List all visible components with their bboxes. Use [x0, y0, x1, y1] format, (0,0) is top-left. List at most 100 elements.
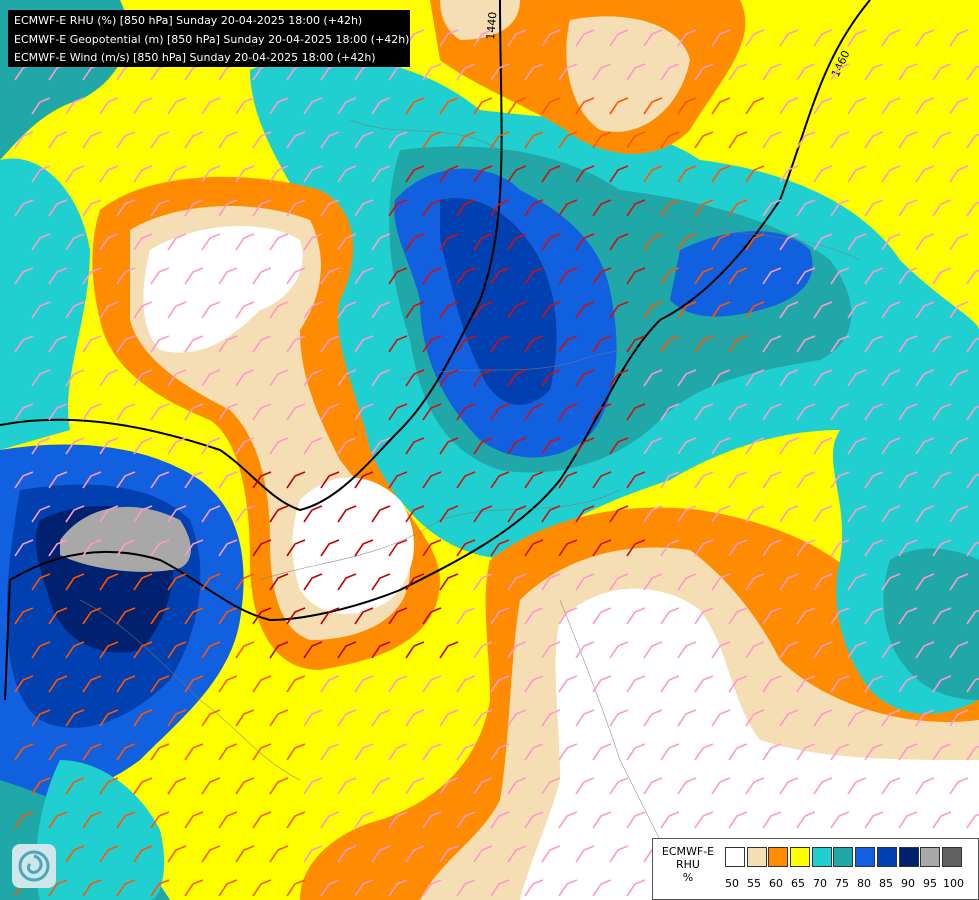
wind-barb: [371, 777, 391, 795]
wind-barb: [575, 29, 595, 47]
wind-barb: [48, 403, 68, 421]
wind-barb: [745, 29, 765, 47]
wind-barb: [949, 97, 969, 115]
wind-barb: [813, 709, 833, 727]
wind-barb: [473, 845, 493, 863]
legend-title-unit: %: [682, 871, 694, 884]
wind-barb: [779, 505, 799, 523]
wind-barb: [422, 63, 442, 81]
wind-barb: [82, 335, 102, 353]
wind-barb: [779, 777, 799, 795]
wind-barb: [133, 437, 153, 455]
wind-barb: [235, 641, 255, 659]
wind-barb: [456, 675, 476, 693]
wind-barb: [456, 879, 476, 897]
wind-barb: [99, 97, 119, 115]
wind-barb: [150, 879, 170, 897]
wind-barb: [694, 539, 714, 557]
wind-barb: [541, 233, 561, 251]
wind-barb: [728, 743, 748, 761]
wind-barb: [507, 777, 527, 795]
wind-barb: [762, 403, 782, 421]
wind-barb: [473, 233, 493, 251]
wind-barb: [371, 641, 391, 659]
wind-barb: [303, 641, 323, 659]
wind-barb: [48, 879, 68, 897]
wind-barb: [881, 777, 901, 795]
wind-barb: [371, 369, 391, 387]
contour-label-1460: 1460: [829, 48, 853, 79]
wind-barb: [813, 97, 833, 115]
wind-barb: [915, 301, 935, 319]
wind-barb: [456, 199, 476, 217]
wind-barb: [31, 573, 51, 591]
wind-barb: [779, 437, 799, 455]
wind-barb: [575, 165, 595, 183]
wind-barb: [762, 335, 782, 353]
wind-barb: [643, 301, 663, 319]
wind-barb: [371, 845, 391, 863]
wind-barb: [575, 777, 595, 795]
wind-barb: [303, 437, 323, 455]
wind-barb: [779, 165, 799, 183]
wind-barb: [218, 607, 238, 625]
wind-barb: [507, 709, 527, 727]
wind-barb: [643, 165, 663, 183]
wind-barb: [694, 471, 714, 489]
wind-barb: [626, 539, 646, 557]
wind-barb: [864, 267, 884, 285]
wind-barb: [252, 879, 272, 897]
wind-barb: [167, 709, 187, 727]
wind-barb: [388, 539, 408, 557]
wind-barb: [592, 675, 612, 693]
wind-barb: [422, 607, 442, 625]
wind-barb: [932, 743, 952, 761]
wind-barb: [711, 233, 731, 251]
legend-swatch: [725, 847, 745, 867]
wind-barb: [694, 335, 714, 353]
wind-barb: [252, 539, 272, 557]
wind-barb: [541, 301, 561, 319]
wind-barb: [490, 811, 510, 829]
wind-barb: [422, 335, 442, 353]
wind-barb: [48, 471, 68, 489]
wind-barb: [830, 267, 850, 285]
wind-barb: [949, 165, 969, 183]
wind-barb: [252, 811, 272, 829]
wind-barb: [14, 607, 34, 625]
wind-barb: [303, 97, 323, 115]
wind-barb: [745, 573, 765, 591]
wind-barb: [592, 811, 612, 829]
map-info-header: ECMWF-E RHU (%) [850 hPa] Sunday 20-04-2…: [8, 10, 410, 67]
wind-barb: [235, 845, 255, 863]
wind-barb: [184, 335, 204, 353]
wind-barb: [167, 233, 187, 251]
wind-barb: [507, 845, 527, 863]
wind-barb: [354, 539, 374, 557]
wind-barb: [932, 199, 952, 217]
wind-barb: [218, 335, 238, 353]
wind-barb: [82, 267, 102, 285]
wind-barb: [201, 369, 221, 387]
wind-barb: [439, 301, 459, 319]
wind-barb: [473, 369, 493, 387]
wind-barb: [762, 811, 782, 829]
wind-barb: [745, 233, 765, 251]
wind-barb: [82, 607, 102, 625]
wind-barb: [813, 165, 833, 183]
wind-barb: [235, 437, 255, 455]
wind-barb: [847, 301, 867, 319]
wind-barb: [31, 369, 51, 387]
wind-barb: [320, 607, 340, 625]
wind-barb: [694, 811, 714, 829]
wind-barb: [711, 165, 731, 183]
wind-barb: [660, 403, 680, 421]
wind-barb: [609, 29, 629, 47]
wind-barb: [847, 573, 867, 591]
legend-swatch: [746, 847, 767, 867]
wind-barb: [371, 709, 391, 727]
wind-barb: [609, 709, 629, 727]
wind-barb: [864, 743, 884, 761]
wind-barb: [524, 811, 544, 829]
